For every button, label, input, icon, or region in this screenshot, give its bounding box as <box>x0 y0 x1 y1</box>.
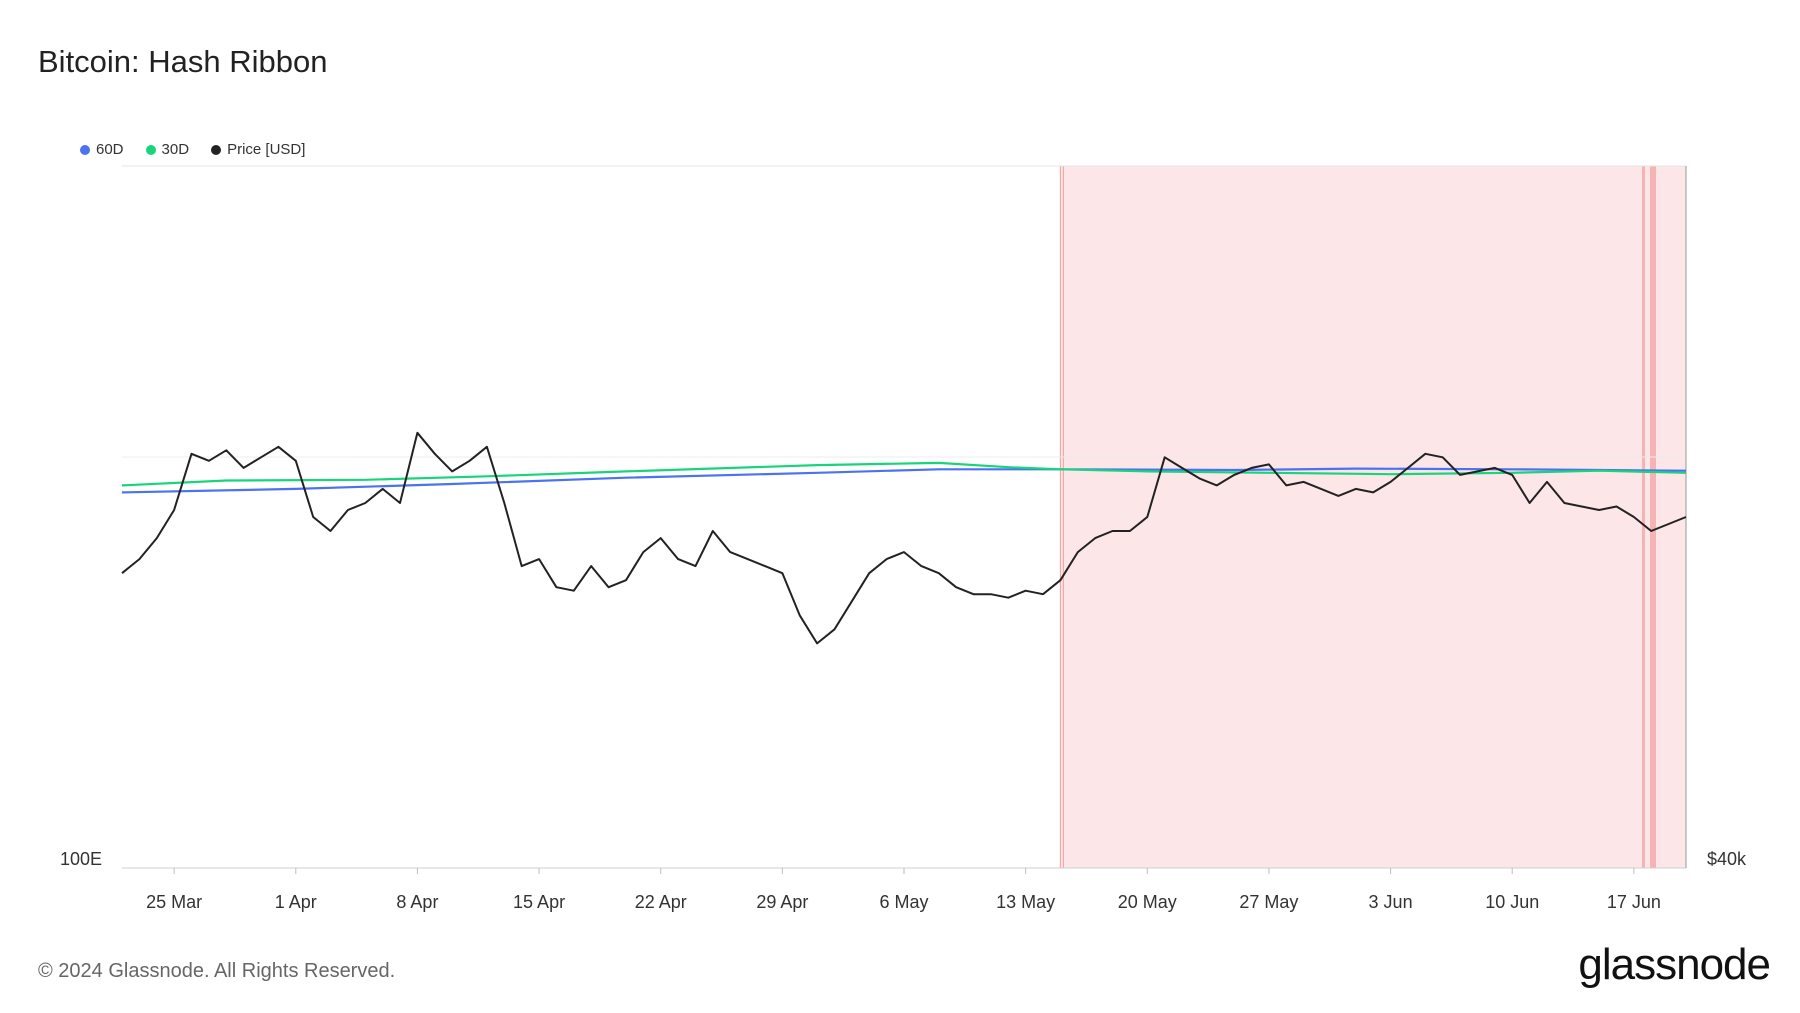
region-edge <box>1642 166 1645 868</box>
legend-label: 60D <box>96 141 124 158</box>
x-tick-label: 22 Apr <box>635 892 687 912</box>
region-edge <box>1650 166 1656 868</box>
shaded-region <box>1060 166 1686 868</box>
chart-legend: 60D 30D Price [USD] <box>80 141 327 158</box>
x-tick-label: 8 Apr <box>396 892 438 912</box>
x-tick-label: 15 Apr <box>513 892 565 912</box>
shaded-regions <box>1059 166 1686 868</box>
x-tick-label: 6 May <box>879 892 928 912</box>
x-tick-label: 13 May <box>996 892 1055 912</box>
x-tick-label: 25 Mar <box>146 892 202 912</box>
legend-item-30d[interactable]: 30D <box>145 141 190 158</box>
brand-logo: glassnode <box>1578 940 1771 989</box>
x-axis: 25 Mar 1 Apr 8 Apr 15 Apr 22 Apr 29 Apr 6 May 1… <box>146 868 1661 912</box>
legend-dot-icon <box>211 144 222 155</box>
legend-item-60d[interactable]: 60D <box>80 141 124 158</box>
chart-title: Bitcoin: Hash Ribbon <box>38 44 328 79</box>
x-tick-label: 20 May <box>1118 892 1177 912</box>
x-tick-label: 27 May <box>1239 892 1298 912</box>
legend-label: 30D <box>161 141 190 158</box>
copyright-text: © 2024 Glassnode. All Rights Reserved. <box>38 960 396 982</box>
legend-dot-icon <box>145 144 156 155</box>
series-line-60d <box>121 467 1687 494</box>
x-tick-label: 29 Apr <box>756 892 808 912</box>
x-tick-label: 17 Jun <box>1607 892 1661 912</box>
x-tick-label: 1 Apr <box>275 892 317 912</box>
x-tick-label: 3 Jun <box>1369 892 1413 912</box>
y-left-tick-label: 100E <box>60 849 102 869</box>
series-lines <box>121 431 1687 645</box>
y-right-tick-label: $40k <box>1707 849 1747 869</box>
y-axis: 100E $40k <box>60 849 1747 869</box>
x-tick-label: 10 Jun <box>1485 892 1539 912</box>
legend-dot-icon <box>80 144 90 155</box>
legend-item-price[interactable]: Price [USD] <box>211 141 305 158</box>
legend-label: Price [USD] <box>227 141 306 158</box>
price-line <box>121 431 1687 645</box>
